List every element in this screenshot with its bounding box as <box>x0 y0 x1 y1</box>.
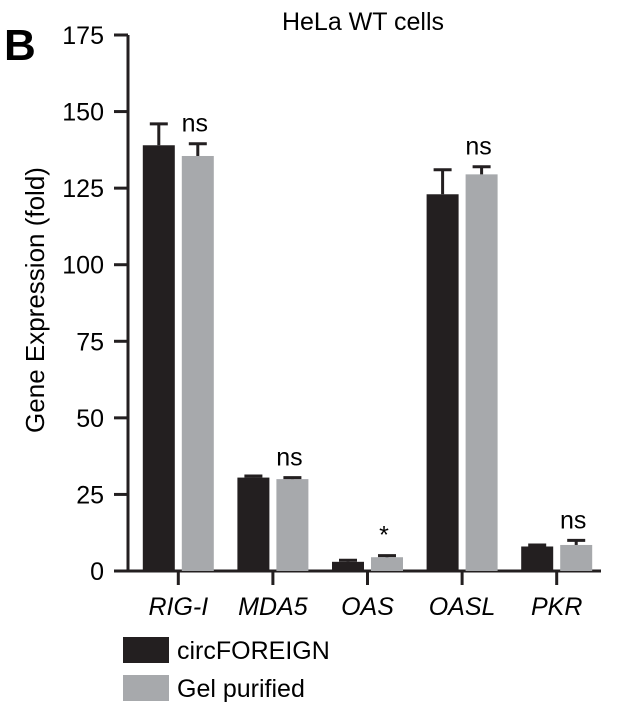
chart-title: HeLa WT cells <box>282 8 444 36</box>
significance-label: * <box>379 522 389 550</box>
legend-swatch-circforeign <box>123 637 169 663</box>
bar-circforeign-rig-i <box>142 145 175 571</box>
category-label-rig-i: RIG-I <box>148 593 208 621</box>
panel-label: B <box>4 21 36 70</box>
y-tick-label: 75 <box>76 328 104 356</box>
category-labels: RIG-I MDA5 OAS OASL PKR <box>148 593 582 621</box>
bars-group <box>142 122 593 572</box>
bar-circforeign-oasl <box>426 194 459 572</box>
significance-label: ns <box>560 506 586 534</box>
significance-labels: ns ns * ns ns <box>182 110 587 550</box>
bar-circforeign-pkr <box>521 546 554 571</box>
bar-gel-purified-oas <box>371 557 403 571</box>
category-label-oas: OAS <box>341 593 394 621</box>
legend-swatch-gel-purified <box>123 675 169 701</box>
x-axis <box>126 569 601 585</box>
y-tick-label: 50 <box>76 405 104 433</box>
bar-gel-purified-mda5 <box>276 479 309 571</box>
significance-label: ns <box>465 133 491 161</box>
significance-label: ns <box>182 110 208 138</box>
y-axis: 0 25 50 75 100 125 150 175 <box>62 22 130 586</box>
significance-label: ns <box>276 444 302 472</box>
bar-gel-purified-rig-i <box>181 155 214 572</box>
bar-circforeign-mda5 <box>237 477 270 571</box>
y-axis-label: Gene Expression (fold) <box>20 167 50 433</box>
bar-circforeign-oas <box>332 561 364 571</box>
category-label-oasl: OASL <box>429 593 496 621</box>
category-label-mda5: MDA5 <box>238 593 308 621</box>
y-tick-label: 0 <box>90 558 104 586</box>
bar-gel-purified-oasl <box>465 174 498 572</box>
y-tick-label: 100 <box>62 252 104 280</box>
legend-label-circforeign: circFOREIGN <box>177 637 330 665</box>
y-tick-label: 150 <box>62 99 104 127</box>
legend: circFOREIGN Gel purified <box>123 637 330 703</box>
category-label-pkr: PKR <box>531 593 582 621</box>
bar-gel-purified-pkr <box>560 544 593 571</box>
legend-label-gel-purified: Gel purified <box>177 675 305 703</box>
y-tick-label: 125 <box>62 175 104 203</box>
y-tick-label: 175 <box>62 22 104 50</box>
y-tick-label: 25 <box>76 481 104 509</box>
